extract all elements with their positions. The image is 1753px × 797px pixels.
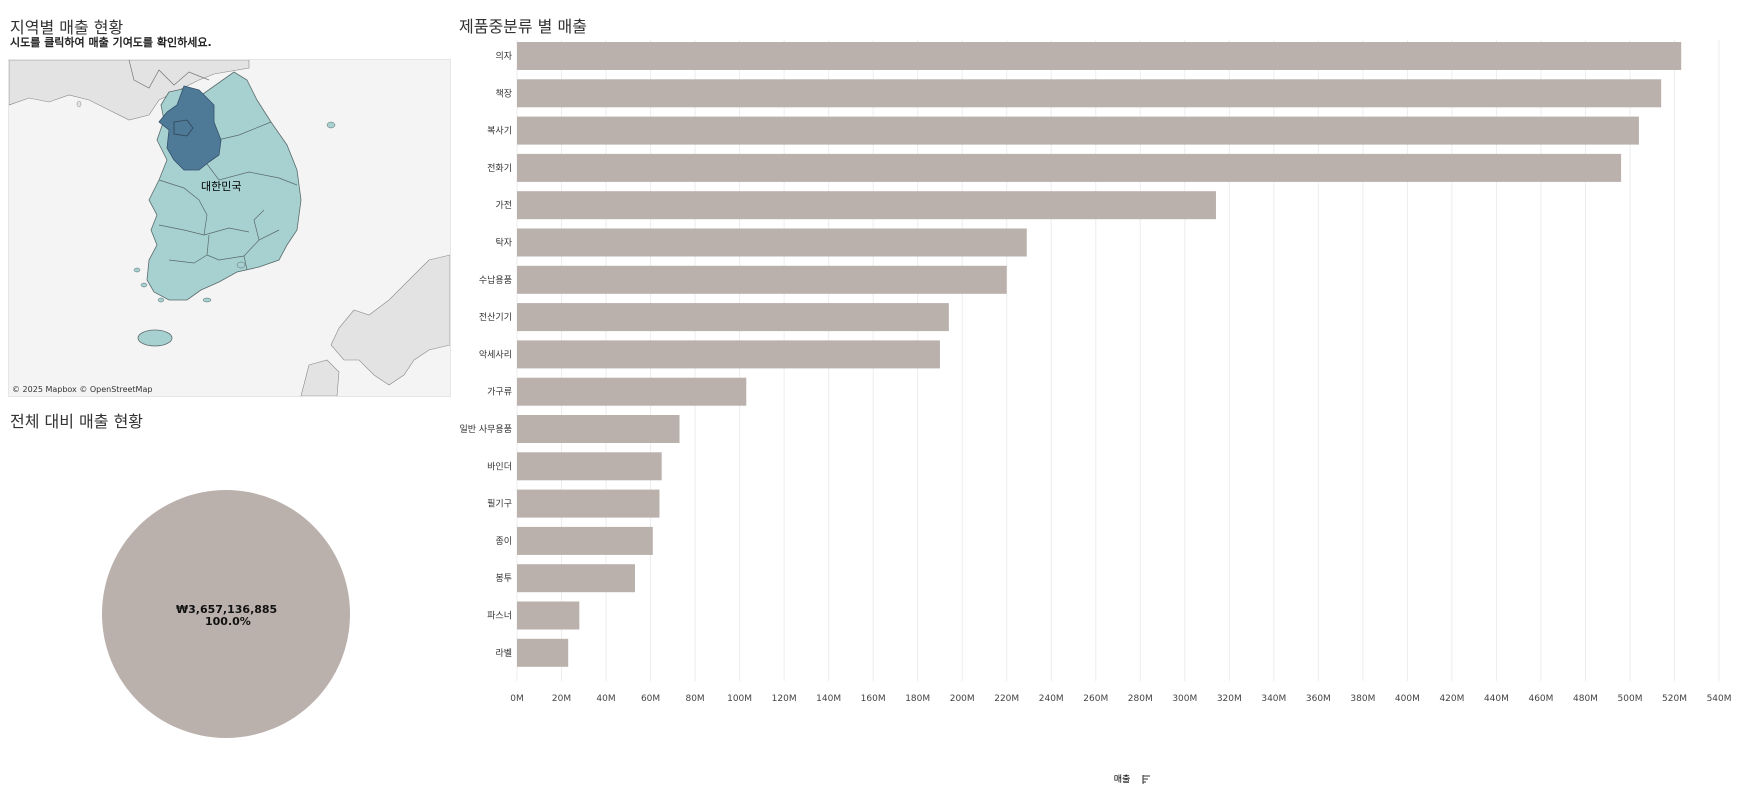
bar-2[interactable] (517, 79, 1662, 108)
x-tick-label: 200M (950, 694, 975, 704)
bar-16[interactable] (517, 601, 580, 630)
north-landmass (9, 60, 250, 121)
bar-layer (517, 42, 1682, 667)
bar-9[interactable] (517, 340, 940, 369)
x-tick-labels: 0M 20M 40M 60M 80M 100M 120M 140M 160M 180M 200M 22… (510, 694, 1731, 704)
map-canvas: 대한민국 (9, 60, 450, 396)
bar-4[interactable] (517, 153, 1622, 182)
bar-7[interactable] (517, 265, 1007, 294)
pie-chart[interactable] (100, 488, 352, 740)
pie-percent-label: 100.0% (205, 615, 251, 628)
bar-12[interactable] (517, 452, 662, 481)
x-tick-label: 480M (1573, 694, 1598, 704)
island (76, 100, 82, 108)
map-title: 지역별 매출 현황 (10, 18, 124, 37)
island (157, 297, 165, 303)
category-label: 필기구 (487, 498, 512, 510)
japan-landmass (330, 254, 450, 386)
category-label: 가구류 (487, 387, 512, 398)
island (202, 297, 212, 303)
map-country-label: 대한민국 (201, 180, 241, 193)
x-tick-label: 240M (1039, 694, 1064, 704)
x-tick-label: 400M (1395, 694, 1420, 704)
x-tick-label: 440M (1484, 694, 1509, 704)
x-tick-label: 20M (552, 694, 571, 704)
bar-13[interactable] (517, 489, 660, 518)
bar-11[interactable] (517, 415, 680, 443)
japan-island (300, 359, 340, 396)
bar-chart-title: 제품중분류 별 매출 (459, 17, 587, 36)
region-seoul-outline (173, 119, 194, 137)
category-label: 의자 (495, 51, 512, 62)
bar-17[interactable] (517, 638, 569, 667)
bar-10[interactable] (517, 377, 747, 406)
pie-svg (102, 490, 350, 738)
x-tick-label: 520M (1662, 694, 1687, 704)
bar-14[interactable] (517, 526, 653, 555)
x-tick-label: 460M (1528, 694, 1553, 704)
x-tick-label: 320M (1217, 694, 1242, 704)
map-subtitle: 시도를 클릭하여 매출 기여도를 확인하세요. (10, 36, 212, 49)
category-label: 라벨 (495, 648, 512, 659)
island (236, 261, 246, 269)
x-tick-label: 260M (1083, 694, 1108, 704)
category-label: 탁자 (495, 237, 512, 249)
x-tick-label: 280M (1128, 694, 1153, 704)
x-tick-label: 160M (861, 694, 886, 704)
x-tick-label: 100M (727, 694, 752, 704)
map-credit[interactable]: © 2025 Mapbox © OpenStreetMap (12, 385, 153, 394)
category-label: 전산기기 (479, 312, 512, 323)
x-tick-label: 500M (1618, 694, 1643, 704)
category-label: 파스너 (487, 611, 512, 622)
x-tick-label: 40M (596, 694, 615, 704)
x-tick-label: 360M (1306, 694, 1331, 704)
x-tick-label: 340M (1261, 694, 1286, 704)
category-label: 봉투 (495, 573, 512, 584)
region-gyeonggi-selected[interactable] (158, 85, 222, 171)
x-tick-label: 80M (685, 694, 704, 704)
sort-descending-icon[interactable] (1142, 775, 1150, 784)
bar-3[interactable] (517, 116, 1639, 145)
island (140, 282, 148, 288)
category-label: 악세사리 (479, 348, 512, 360)
category-label: 일반 사무용품 (459, 424, 512, 435)
pie-slice-total[interactable] (102, 490, 350, 738)
x-tick-label: 220M (994, 694, 1019, 704)
x-tick-label: 140M (816, 694, 841, 704)
x-tick-label: 420M (1439, 694, 1464, 704)
region-map[interactable]: 대한민국 © 2025 Mapbox © OpenStreetMap (8, 59, 451, 397)
category-label: 복사기 (487, 126, 512, 137)
x-tick-label: 300M (1172, 694, 1197, 704)
pie-title: 전체 대비 매출 현황 (10, 412, 144, 431)
region-jeju[interactable] (137, 329, 173, 347)
category-label: 가전 (495, 200, 512, 211)
bar-15[interactable] (517, 564, 635, 593)
province-borders (158, 121, 298, 271)
x-tick-label: 0M (510, 694, 524, 704)
x-tick-label: 60M (641, 694, 660, 704)
x-axis-title: 매출 (1114, 774, 1131, 785)
bar-5[interactable] (517, 191, 1216, 220)
north-border-line (128, 60, 210, 89)
category-label: 종이 (495, 536, 512, 547)
category-label: 수납용품 (479, 275, 512, 286)
island (133, 267, 141, 273)
category-label: 바인더 (487, 461, 512, 472)
x-tick-label: 540M (1707, 694, 1732, 704)
category-label: 책장 (495, 87, 512, 99)
category-label: 전화기 (487, 163, 512, 174)
x-tick-label: 180M (905, 694, 930, 704)
pie-value-label: ₩3,657,136,885 (176, 603, 278, 616)
x-tick-label: 120M (772, 694, 797, 704)
bar-1[interactable] (517, 42, 1682, 70)
bar-6[interactable] (517, 228, 1027, 257)
island (326, 121, 336, 129)
x-tick-label: 380M (1350, 694, 1375, 704)
bar-8[interactable] (517, 303, 949, 332)
